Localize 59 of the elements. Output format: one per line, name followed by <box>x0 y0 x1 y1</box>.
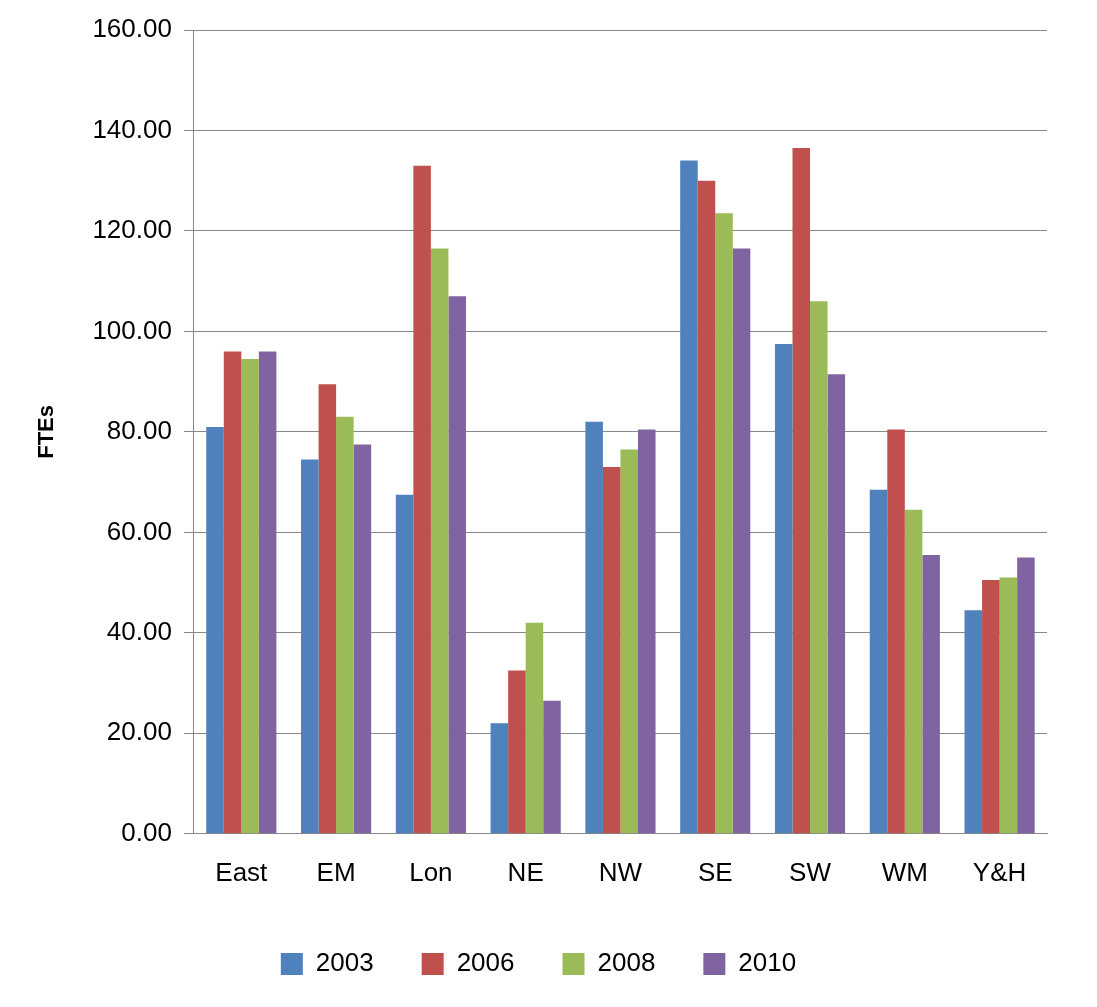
bar <box>543 700 561 834</box>
x-tick-label: NW <box>598 856 643 887</box>
bar <box>638 429 656 834</box>
bar <box>999 577 1018 834</box>
bar <box>508 670 526 834</box>
x-tick-label: Y&H <box>972 856 1027 887</box>
y-axis-title: FTEs <box>33 405 59 459</box>
legend-label: 2003 <box>315 947 374 978</box>
bar <box>430 248 449 834</box>
bar <box>732 248 751 834</box>
bar <box>602 467 621 834</box>
y-tick-label: 60.00 <box>106 515 172 546</box>
legend-label: 2006 <box>456 947 515 978</box>
bar <box>206 426 224 834</box>
bar <box>904 509 923 834</box>
bar <box>715 213 733 834</box>
y-tick-label: 80.00 <box>106 415 172 446</box>
y-tick-label: 120.00 <box>92 214 172 245</box>
bar <box>680 160 698 834</box>
bar <box>413 165 431 834</box>
bar <box>697 180 716 834</box>
bar <box>223 351 242 834</box>
x-tick-label: EM <box>316 856 356 887</box>
bar <box>395 494 414 834</box>
bar <box>585 421 603 834</box>
y-tick-label: 20.00 <box>106 716 172 747</box>
bar <box>827 374 846 834</box>
x-tick-label: WM <box>881 856 928 887</box>
bar <box>448 296 466 834</box>
y-tick-label: 40.00 <box>106 616 172 647</box>
bar <box>490 723 509 834</box>
x-tick-label: East <box>215 856 269 887</box>
bar <box>792 148 811 834</box>
bar <box>869 489 888 834</box>
bar <box>922 554 940 834</box>
bar <box>525 622 544 834</box>
bar <box>810 301 828 834</box>
bar <box>774 343 793 834</box>
x-tick-label: NE <box>507 856 544 887</box>
bar <box>318 384 337 834</box>
bar <box>301 459 319 834</box>
y-tick-label: 140.00 <box>92 113 172 144</box>
bar <box>620 449 638 834</box>
bar <box>241 359 259 834</box>
bar <box>353 444 372 834</box>
legend-label: 2010 <box>738 947 797 978</box>
x-tick-label: SE <box>697 856 733 887</box>
x-tick-label: SW <box>789 856 832 887</box>
y-tick-label: 100.00 <box>92 314 172 345</box>
x-tick-label: Lon <box>409 856 453 887</box>
legend-label: 2008 <box>597 947 656 978</box>
bar <box>887 429 905 834</box>
bar <box>982 580 1000 834</box>
y-tick-label: 0.00 <box>121 816 172 847</box>
bar <box>258 351 277 834</box>
bar <box>1017 557 1035 834</box>
y-tick-label: 160.00 <box>92 13 172 44</box>
bar <box>964 610 983 834</box>
bar <box>336 416 354 834</box>
